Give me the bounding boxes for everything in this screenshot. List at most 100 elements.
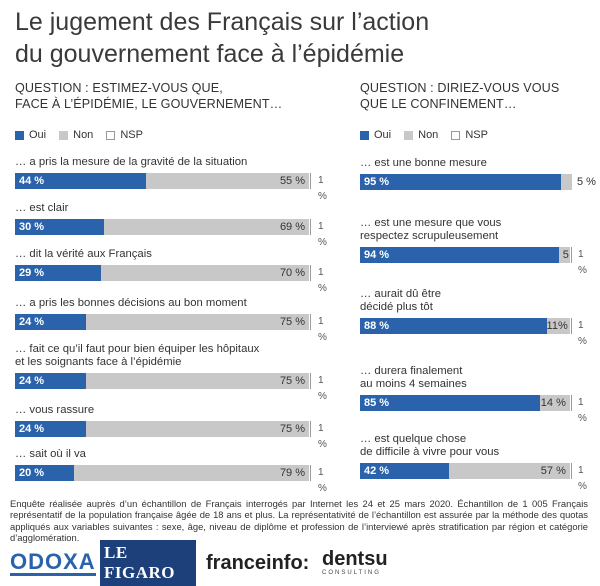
bar-label: … vous rassure	[15, 404, 95, 416]
bar-label: … fait ce qu’il faut pour bien équiper l…	[15, 343, 260, 355]
value-label-nsp: 1 %	[578, 249, 587, 276]
value-label-oui: 88 %	[364, 320, 390, 332]
left-question: QUESTION : ESTIMEZ-VOUS QUE, FACE À L’ÉP…	[15, 80, 282, 112]
value-label-oui: 24 %	[19, 316, 45, 328]
right-question-line-1: QUESTION : DIRIEZ-VOUS VOUS	[360, 81, 560, 95]
title-line-1: Le jugement des Français sur l’action	[15, 8, 430, 36]
bar-segment-oui	[15, 373, 87, 389]
legend-oui-swatch	[15, 130, 24, 140]
value-label-oui: 20 %	[19, 467, 45, 479]
bar-segment-nsp	[570, 395, 572, 411]
bar-segment-nsp	[310, 173, 312, 189]
bar-label: décidé plus tôt	[360, 301, 433, 313]
dentsu-logo-text: dentsu	[322, 547, 388, 570]
value-label-oui: 85 %	[364, 397, 390, 409]
legend-nsp-swatch-right	[451, 130, 461, 140]
bar-segment-nsp	[310, 421, 312, 437]
value-label-non: 69 %	[279, 221, 306, 233]
bar-segment-nsp	[310, 373, 312, 389]
value-label-non: 75 %	[279, 375, 306, 387]
legend-nsp-label: NSP	[120, 129, 143, 141]
bar-label: … a pris la mesure de la gravité de la s…	[15, 156, 248, 168]
odoxa-logo: ODOXA	[10, 548, 96, 578]
value-label-nsp: 1 %	[578, 465, 587, 492]
value-label-nsp: 1 %	[318, 221, 327, 248]
legend-nsp-swatch	[106, 130, 116, 140]
bar-label: … est une mesure que vous	[360, 217, 502, 229]
odoxa-logo-text: ODOXA	[10, 548, 96, 576]
legend-nsp-label-right: NSP	[465, 129, 488, 141]
stacked-bar: 95 % 5 %	[360, 174, 596, 190]
methodology-note: Enquête réalisée auprès d’un échantillon…	[10, 498, 588, 544]
stacked-bar: 44 % 55 % 1 %	[15, 173, 327, 202]
value-label-nsp: 1 %	[318, 375, 327, 402]
value-label-non: 79 %	[279, 467, 306, 479]
bar-segment-nsp	[570, 463, 572, 479]
value-label-oui: 24 %	[19, 423, 45, 435]
stacked-bar: 30 % 69 % 1 %	[15, 219, 327, 248]
title-line-2: du gouvernement face à l’épidémie	[15, 40, 405, 68]
stacked-bar: 24 % 75 % 1 %	[15, 421, 327, 450]
bar-segment-non	[86, 421, 310, 437]
bar-label: et les soignants face à l’épidémie	[15, 356, 182, 368]
bar-segment-non	[449, 463, 570, 479]
value-label-non: 11%	[546, 320, 568, 332]
chart-title: Le jugement des Français sur l’action du…	[15, 6, 585, 70]
value-label-non: 75 %	[279, 423, 306, 435]
bar-segment-oui	[15, 265, 102, 281]
bar-label: respectez scrupuleusement	[360, 230, 499, 242]
legend-oui-label-right: Oui	[374, 129, 392, 141]
bar-segment-oui	[360, 395, 541, 411]
value-label-nsp: 1 %	[578, 320, 587, 347]
bar-segment-oui	[360, 318, 547, 334]
value-label-non: 57 %	[540, 465, 566, 477]
value-label-non: 5	[562, 249, 569, 261]
bar-label: … sait où il va	[15, 448, 86, 460]
bar-segment-oui	[360, 463, 450, 479]
stacked-bar: 85 % 14 % 1 %	[360, 395, 587, 424]
franceinfo-logo: franceinfo:	[206, 548, 312, 578]
value-label-oui: 44 %	[19, 175, 45, 187]
bar-label: de difficile à vivre pour vous	[360, 446, 500, 458]
bar-label: … est quelque chose	[360, 433, 467, 445]
left-legend: Oui Non NSP	[15, 129, 156, 141]
value-label-oui: 30 %	[19, 221, 45, 233]
value-label-non: 70 %	[279, 267, 306, 279]
bar-label: … dit la vérité aux Français	[15, 248, 152, 260]
bar-segment-oui	[15, 173, 146, 189]
value-label-nsp: 1 %	[318, 316, 327, 343]
value-label-oui: 24 %	[19, 375, 45, 387]
bar-label: … aurait dû être	[360, 288, 442, 300]
bar-segment-nsp	[570, 247, 572, 263]
legend-non-swatch-right	[404, 130, 414, 140]
value-label-oui: 94 %	[364, 249, 390, 261]
bar-segment-nsp	[310, 314, 312, 330]
bar-label: … durera finalement	[360, 365, 463, 377]
figaro-logo: LE FIGARO	[100, 540, 196, 586]
stacked-bar: 24 % 75 % 1 %	[15, 373, 327, 402]
bar-segment-oui	[360, 247, 560, 263]
stacked-bar: 88 % 11% 1 %	[360, 318, 587, 347]
bar-segment-nsp	[310, 465, 312, 481]
right-question: QUESTION : DIRIEZ-VOUS VOUS QUE LE CONFI…	[360, 80, 559, 112]
value-label-nsp: 1 %	[578, 397, 587, 424]
right-legend: Oui Non NSP	[360, 129, 501, 141]
bar-label: … a pris les bonnes décisions au bon mom…	[15, 297, 247, 309]
legend-oui-swatch-right	[360, 130, 369, 140]
dentsu-logo: dentsu CONSULTING	[322, 548, 402, 578]
bar-segment-non	[104, 219, 310, 235]
bar-segment-nsp	[570, 318, 572, 334]
value-label-non: 14 %	[540, 397, 566, 409]
legend-non-label-right: Non	[418, 129, 439, 141]
stacked-bar: 94 % 5 1 %	[360, 247, 587, 276]
logo-bar: ODOXA LE FIGARO franceinfo: dentsu CONSU…	[10, 540, 590, 586]
bar-segment-oui	[15, 219, 105, 235]
bar-segment-non	[546, 318, 570, 334]
value-label-oui: 29 %	[19, 267, 45, 279]
value-label-non: 5 %	[577, 176, 596, 188]
value-label-nsp: 1 %	[318, 467, 327, 494]
bar-segment-oui	[15, 314, 87, 330]
stacked-bar: 29 % 70 % 1 %	[15, 265, 327, 294]
figaro-logo-text: LE FIGARO	[100, 540, 196, 586]
stacked-bar: 42 % 57 % 1 %	[360, 463, 587, 492]
